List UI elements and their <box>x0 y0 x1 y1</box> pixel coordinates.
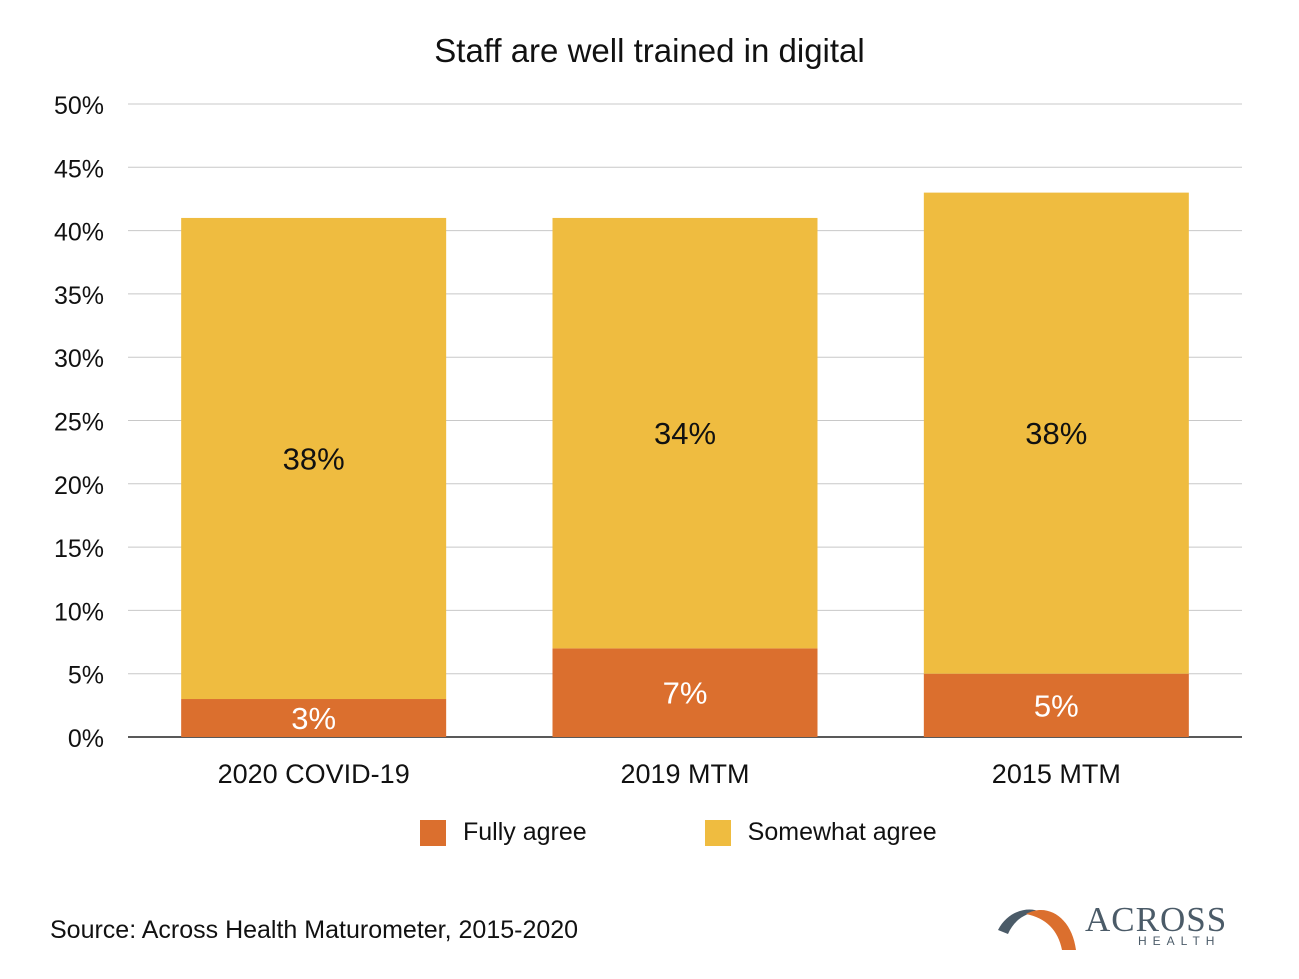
x-tick-label: 2019 MTM <box>620 759 749 789</box>
data-label: 7% <box>663 676 708 711</box>
y-tick-label: 15% <box>54 535 104 563</box>
y-tick-label: 0% <box>68 725 104 753</box>
legend-item-somewhat-agree: Somewhat agree <box>704 818 937 847</box>
legend-label-fully-agree: Fully agree <box>463 818 587 846</box>
data-label: 34% <box>654 416 716 451</box>
legend-swatch-somewhat-agree <box>704 819 731 846</box>
y-tick-label: 40% <box>54 219 104 247</box>
legend-label-somewhat-agree: Somewhat agree <box>747 818 937 846</box>
source-note: Source: Across Health Maturometer, 2015-… <box>50 916 579 944</box>
legend-item-fully-agree: Fully agree <box>420 818 587 847</box>
chart-title: Staff are well trained in digital <box>434 32 865 69</box>
y-tick-label: 30% <box>54 345 104 373</box>
legend: Fully agree Somewhat agree <box>420 818 937 847</box>
bar-segment <box>923 673 1189 737</box>
data-labels: 3% 38% 7% 34% 5% 38% <box>283 416 1088 736</box>
y-tick-label: 20% <box>54 472 104 500</box>
y-tick-label: 35% <box>54 282 104 310</box>
logo-subtext: HEALTH <box>1138 934 1221 948</box>
y-tick-label: 10% <box>54 598 104 626</box>
logo-arc-icon <box>998 909 1076 950</box>
y-tick-label: 45% <box>54 155 104 183</box>
bars <box>181 192 1189 737</box>
bar-segment <box>552 648 818 737</box>
y-tick-label: 5% <box>68 662 104 690</box>
logo-wordmark: ACROSS <box>1085 900 1228 939</box>
x-tick-label: 2015 MTM <box>992 759 1121 789</box>
data-label: 38% <box>283 441 345 476</box>
x-tick-label: 2020 COVID-19 <box>218 759 410 789</box>
y-tick-label: 25% <box>54 409 104 437</box>
data-label: 5% <box>1034 688 1079 723</box>
data-label: 3% <box>291 701 336 736</box>
x-axis-ticks: 2020 COVID-19 2019 MTM 2015 MTM <box>218 759 1121 789</box>
bar-segment <box>923 192 1189 674</box>
data-label: 38% <box>1025 416 1087 451</box>
across-health-logo: ACROSS HEALTH <box>996 900 1236 954</box>
y-axis-ticks: 0% 5% 10% 15% 20% 25% 30% 35% 40% 45% 50% <box>54 92 104 753</box>
legend-swatch-fully-agree <box>420 819 446 846</box>
bar-segment <box>552 217 818 649</box>
bar-segment <box>181 699 447 737</box>
bar-segment <box>181 217 447 700</box>
y-tick-label: 50% <box>54 92 104 120</box>
